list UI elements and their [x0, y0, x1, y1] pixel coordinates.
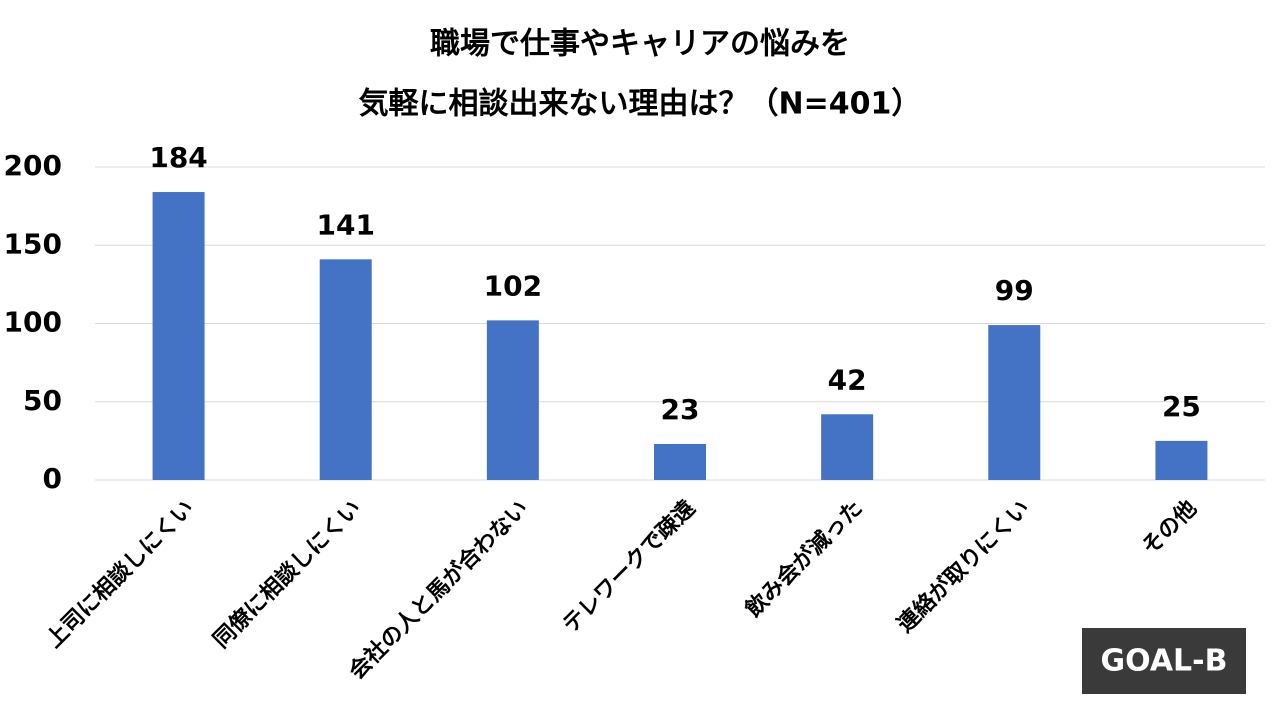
bar — [152, 192, 205, 481]
y-tick-label: 200 — [4, 149, 62, 182]
y-tick-label: 0 — [43, 462, 62, 495]
value-label: 141 — [316, 208, 374, 241]
chart-title: 気軽に相談出来ない理由は？（N=401） — [359, 87, 922, 122]
y-tick-label: 150 — [4, 227, 62, 260]
logo-box — [1082, 628, 1246, 694]
bar — [988, 325, 1041, 480]
value-label: 25 — [1162, 390, 1201, 423]
y-tick-label: 100 — [4, 306, 62, 339]
value-label: 42 — [828, 363, 867, 396]
logo: GOAL-B — [1101, 644, 1228, 679]
y-tick-label: 50 — [23, 384, 62, 417]
bar — [1155, 440, 1208, 480]
bar — [821, 414, 874, 480]
value-label: 102 — [484, 269, 542, 302]
value-label: 99 — [995, 274, 1034, 307]
bar — [654, 444, 706, 480]
chart-title: 職場で仕事やキャリアの悩みを — [430, 27, 850, 62]
value-label: 23 — [661, 393, 700, 426]
value-label: 184 — [149, 141, 207, 174]
bar — [486, 320, 539, 480]
bar — [319, 259, 372, 480]
